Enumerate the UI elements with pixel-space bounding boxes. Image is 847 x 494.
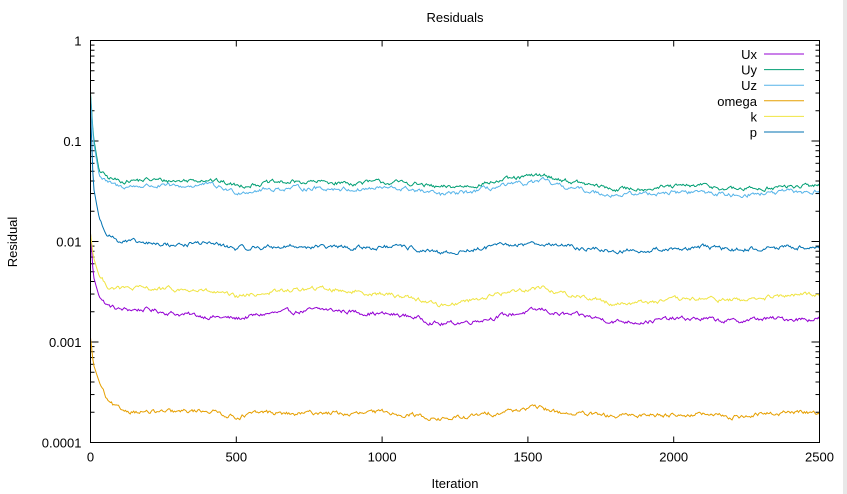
y-tick-label: 0.1 <box>63 134 81 149</box>
series-line-ux <box>90 233 820 327</box>
axis-ticks <box>90 40 820 443</box>
x-tick-label: 2500 <box>805 450 834 465</box>
series-line-uy <box>90 92 820 193</box>
series-line-p <box>90 110 820 256</box>
series-lines <box>90 92 820 422</box>
x-tick-label: 0 <box>87 450 94 465</box>
y-tick-label: 0.01 <box>56 235 81 250</box>
legend-label-omega: omega <box>717 94 758 109</box>
series-line-omega <box>90 337 820 422</box>
legend-label-p: p <box>750 125 757 140</box>
legend-label-uz: Uz <box>741 78 757 93</box>
series-line-k <box>90 233 820 308</box>
legend-label-ux: Ux <box>741 47 757 62</box>
chart-title: Residuals <box>426 10 484 25</box>
x-tick-label: 500 <box>225 450 247 465</box>
y-tick-label: 0.0001 <box>42 436 82 451</box>
x-tick-label: 1500 <box>513 450 542 465</box>
y-axis-label: Residual <box>5 217 20 268</box>
legend-label-uy: Uy <box>741 63 757 78</box>
x-tick-label: 1000 <box>368 450 397 465</box>
y-tick-label: 1 <box>74 34 81 49</box>
x-tick-label: 2000 <box>659 450 688 465</box>
tick-labels: 0 500 1000 1500 2000 2500 0.0001 0.001 0.01 0.1 1 <box>42 34 834 465</box>
series-line-uz <box>90 96 820 199</box>
y-tick-label: 0.001 <box>49 335 82 350</box>
legend-label-k: k <box>751 109 758 124</box>
plot-frame <box>90 40 820 443</box>
x-axis-label: Iteration <box>432 476 479 491</box>
window-edge <box>843 0 847 494</box>
